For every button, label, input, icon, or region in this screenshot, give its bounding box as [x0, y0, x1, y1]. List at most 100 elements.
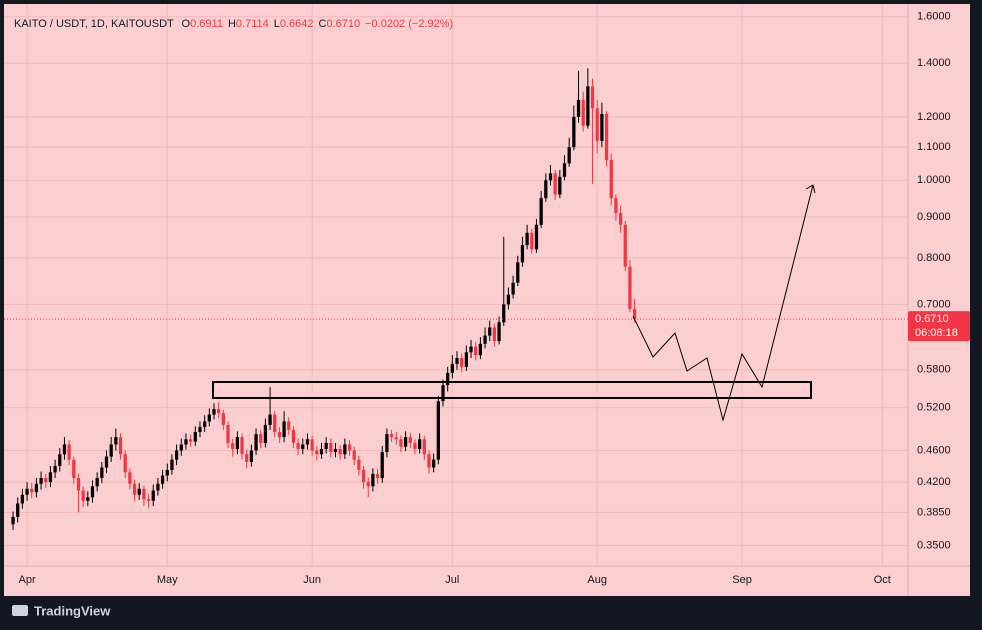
candle-body	[562, 163, 567, 177]
candle-body	[128, 472, 132, 484]
candle-body	[441, 385, 445, 402]
candle-body	[48, 472, 53, 483]
y-tick-label: 1.2000	[917, 111, 951, 123]
x-tick-label: Jun	[303, 574, 321, 586]
candle-body	[137, 488, 141, 495]
logo-icon	[12, 605, 28, 616]
y-tick-label: 1.6000	[917, 11, 951, 23]
candle-body	[235, 437, 239, 449]
x-tick-label: Sep	[732, 574, 752, 586]
candle-body	[520, 245, 525, 263]
candle-body	[455, 358, 459, 364]
symbol: KAITO / USDT, 1D, KAITOUSDT	[14, 18, 174, 30]
y-tick-label: 0.4600	[917, 444, 951, 456]
x-tick-label: Oct	[874, 574, 891, 586]
ohlc-value: 0.6710	[326, 18, 360, 30]
candle-body	[604, 114, 609, 161]
x-tick-label: Aug	[587, 574, 607, 586]
candle-body	[30, 488, 34, 493]
candle-body	[263, 424, 268, 443]
symbol-legend: KAITO / USDT, 1D, KAITOUSDT O0.6911 H0.711…	[14, 18, 453, 30]
candle-body	[399, 439, 403, 447]
candle-body	[567, 147, 571, 164]
candle-body	[544, 180, 548, 199]
candle-body	[100, 467, 104, 478]
candle-body	[20, 494, 25, 504]
candle-body	[511, 282, 515, 295]
candle-body	[193, 432, 197, 442]
change: −0.0202 (−2.92%)	[365, 18, 453, 30]
candle-body	[245, 454, 249, 462]
candle-body	[590, 86, 595, 109]
candle-body	[118, 437, 123, 455]
candle-body	[417, 439, 422, 449]
candle-body	[109, 444, 113, 457]
y-tick-label: 0.9000	[917, 211, 951, 223]
candle-body	[600, 114, 604, 141]
candle-body	[296, 442, 300, 449]
candle-body	[156, 483, 160, 491]
projection-path[interactable]	[632, 184, 814, 422]
candle-body	[581, 99, 585, 126]
candle-body	[240, 437, 244, 455]
candle-body	[198, 427, 202, 433]
candle-body	[492, 327, 497, 342]
x-tick-label: Jul	[445, 574, 459, 586]
candle-body	[595, 108, 599, 141]
candle-body	[628, 266, 632, 309]
candle-body	[170, 459, 174, 470]
candle-body	[488, 327, 492, 336]
candle-body	[231, 442, 235, 449]
candle-body	[287, 421, 291, 430]
candle-body	[352, 450, 356, 460]
candle-body	[403, 437, 408, 447]
candle-body	[632, 308, 637, 320]
candle-body	[132, 483, 137, 495]
zone-rectangle[interactable]	[212, 381, 812, 399]
candle-body	[114, 437, 118, 445]
candle-body	[58, 454, 62, 466]
candle-body	[553, 173, 557, 195]
candle-body	[394, 437, 398, 440]
candle-body	[315, 450, 319, 455]
candle-body	[432, 459, 436, 468]
candle-body	[259, 434, 263, 443]
y-tick-label: 0.3500	[917, 539, 951, 551]
y-tick-label: 1.4000	[917, 57, 951, 69]
candle-body	[371, 473, 375, 487]
candle-body	[338, 448, 342, 455]
y-tick-label: 0.7000	[917, 298, 951, 310]
last-price-tag	[908, 311, 970, 342]
candle-body	[516, 262, 520, 283]
candle-body	[548, 173, 553, 181]
candle-body	[282, 421, 286, 438]
candle-body	[464, 352, 468, 367]
candle-body	[53, 465, 57, 473]
countdown: 06:08:18	[915, 327, 958, 339]
candle-body	[478, 343, 483, 356]
candle-body	[203, 421, 207, 428]
candle-body	[483, 335, 487, 344]
candle-body	[273, 414, 277, 433]
candle-body	[380, 451, 384, 478]
candle-body	[165, 469, 169, 476]
last-price-label: 0.6710	[915, 313, 949, 325]
candle-body	[623, 224, 627, 267]
candle-body	[324, 442, 328, 449]
candle-body	[310, 439, 314, 451]
candle-body	[221, 413, 225, 425]
candle-body	[319, 448, 324, 455]
candle-body	[34, 483, 39, 493]
candle-body	[474, 346, 478, 356]
candle-body	[413, 442, 417, 449]
candle-body	[249, 450, 254, 462]
y-tick-label: 0.4200	[917, 476, 951, 488]
ohlc-value: 0.6911	[190, 18, 223, 30]
y-tick-label: 1.1000	[917, 141, 951, 153]
logo: TradingView	[12, 603, 111, 618]
candle-body	[530, 232, 534, 250]
candle-body	[160, 475, 165, 484]
candles	[4, 68, 908, 530]
x-tick-label: May	[157, 574, 178, 586]
